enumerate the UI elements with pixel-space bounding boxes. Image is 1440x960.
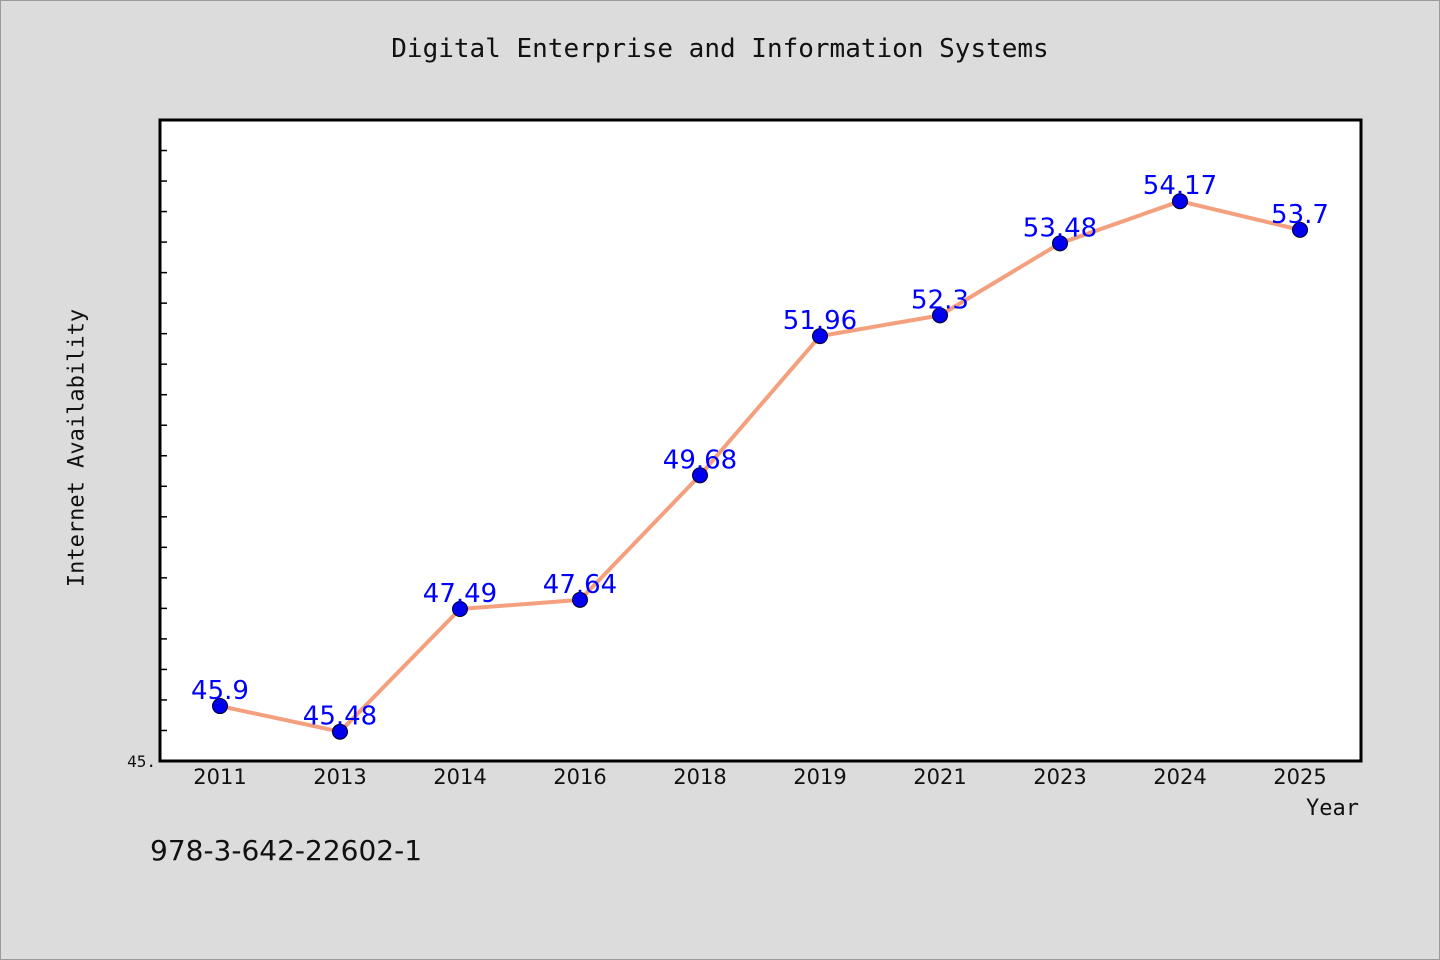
data-label: 54.17 bbox=[1143, 171, 1217, 201]
x-tick-label: 2013 bbox=[313, 765, 366, 789]
data-label: 49.68 bbox=[663, 445, 737, 475]
data-label: 51.96 bbox=[783, 306, 857, 336]
data-point bbox=[572, 591, 588, 608]
data-label: 52.3 bbox=[911, 285, 969, 315]
data-label: 47.64 bbox=[543, 570, 617, 600]
x-tick-label: 2018 bbox=[673, 765, 726, 789]
data-label: 45.9 bbox=[191, 676, 249, 706]
y-tick-label: 45. bbox=[127, 752, 156, 771]
data-point bbox=[452, 600, 468, 617]
y-axis-ticks: 45. bbox=[127, 149, 167, 771]
data-point bbox=[1292, 221, 1308, 238]
data-point bbox=[1052, 235, 1068, 252]
x-tick-label: 2016 bbox=[553, 765, 606, 789]
isbn-caption: 978-3-642-22602-1 bbox=[150, 834, 423, 867]
data-point bbox=[332, 723, 348, 740]
x-tick-label: 2019 bbox=[793, 765, 846, 789]
series-line bbox=[219, 199, 1301, 734]
data-point bbox=[932, 307, 948, 324]
x-tick-label: 2023 bbox=[1033, 765, 1086, 789]
data-point bbox=[212, 698, 228, 715]
data-point bbox=[1172, 193, 1188, 210]
data-labels: 45.9 45.48 47.49 47.64 49.68 51.96 52.3 53.48 54… bbox=[191, 171, 1329, 732]
data-label: 53.48 bbox=[1023, 213, 1097, 243]
x-tick-label: 2014 bbox=[433, 765, 486, 789]
data-label: 45.48 bbox=[303, 702, 377, 732]
x-tick-label: 2025 bbox=[1273, 765, 1326, 789]
data-point bbox=[692, 467, 708, 484]
x-axis-label: Year bbox=[1306, 796, 1359, 821]
x-tick-label: 2024 bbox=[1153, 765, 1206, 789]
x-axis-ticks: 2011 2013 2014 2016 2018 2019 2021 2023 2024 2025 bbox=[193, 765, 1326, 789]
x-tick-label: 2011 bbox=[193, 765, 246, 789]
plot-area bbox=[158, 118, 1363, 763]
data-label: 53.7 bbox=[1271, 200, 1329, 230]
chart-title: Digital Enterprise and Information Syste… bbox=[391, 34, 1049, 64]
series-markers bbox=[212, 193, 1308, 740]
data-label: 47.49 bbox=[423, 579, 497, 609]
data-point bbox=[812, 328, 828, 345]
x-tick-label: 2021 bbox=[913, 765, 966, 789]
